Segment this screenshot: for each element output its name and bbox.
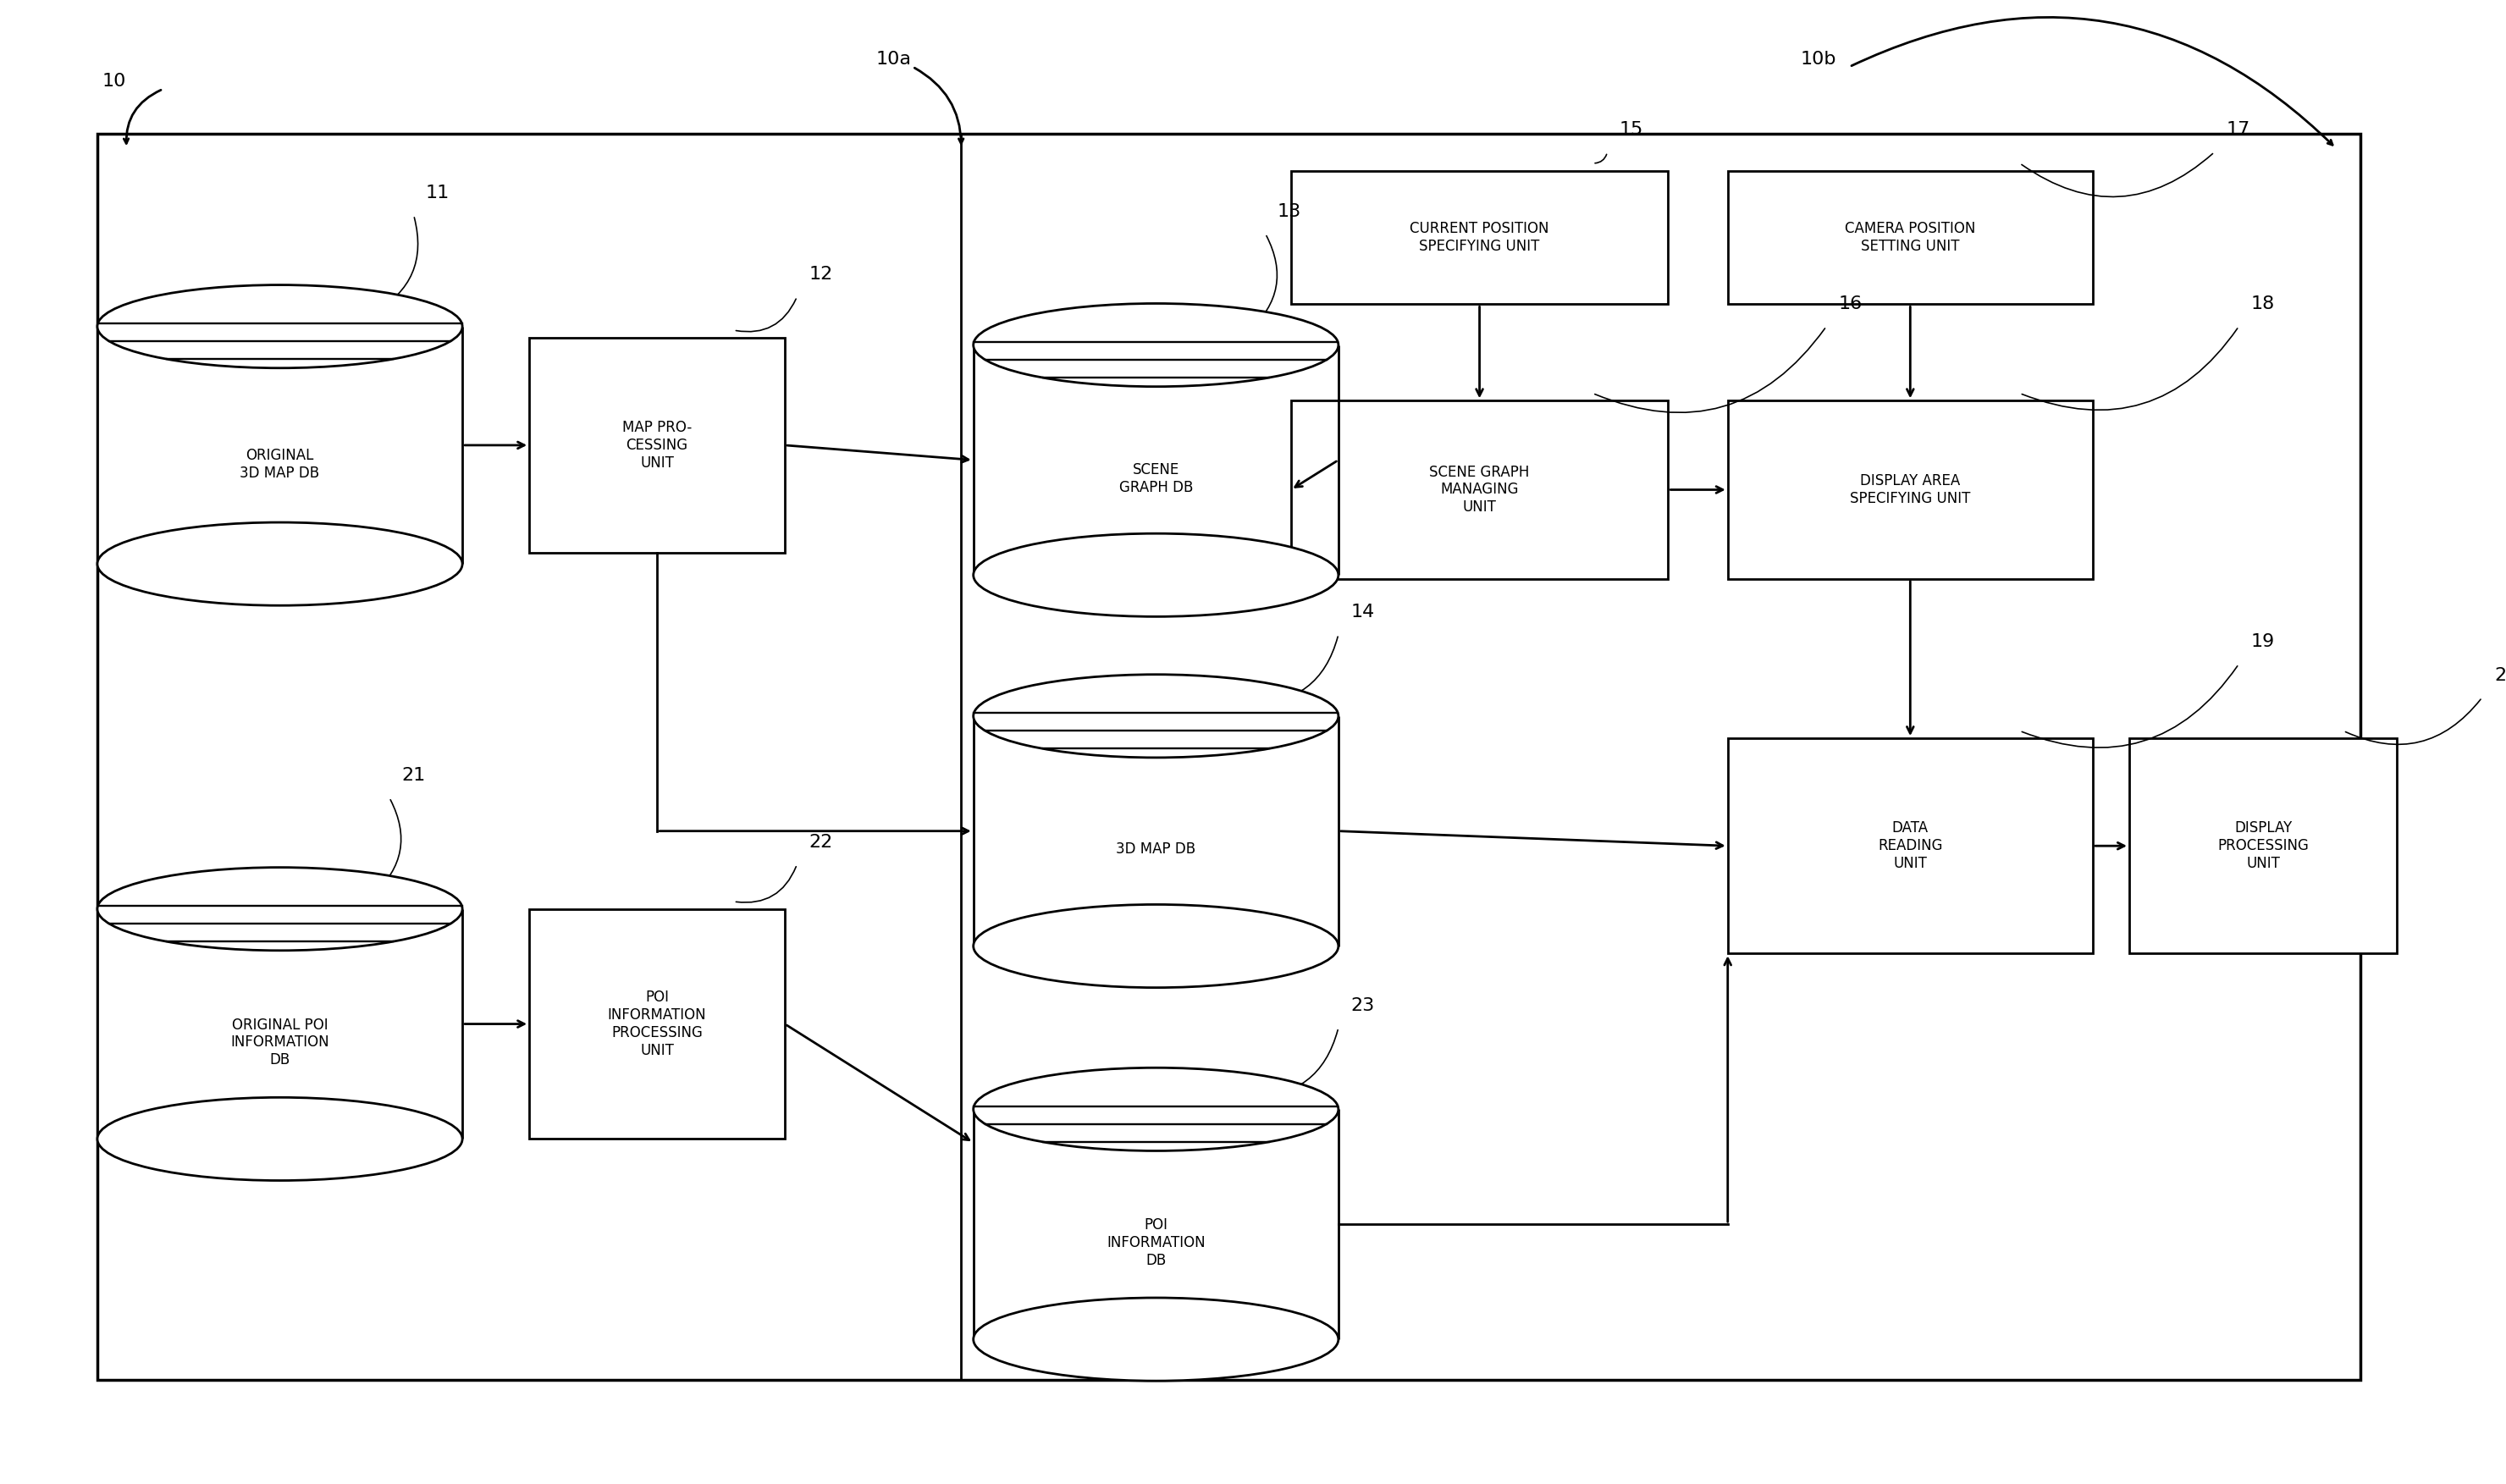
FancyBboxPatch shape — [529, 338, 784, 554]
FancyBboxPatch shape — [529, 908, 784, 1140]
Text: 23: 23 — [1351, 997, 1373, 1014]
Text: DATA
READING
UNIT: DATA READING UNIT — [1877, 821, 1942, 871]
Text: 10b: 10b — [1802, 50, 1837, 68]
FancyBboxPatch shape — [98, 908, 461, 1140]
Text: 22: 22 — [809, 834, 832, 850]
Text: 14: 14 — [1351, 604, 1373, 620]
FancyBboxPatch shape — [98, 326, 461, 564]
FancyBboxPatch shape — [1291, 171, 1669, 304]
Text: 18: 18 — [2250, 295, 2275, 313]
FancyBboxPatch shape — [972, 346, 1338, 576]
Text: DISPLAY
PROCESSING
UNIT: DISPLAY PROCESSING UNIT — [2218, 821, 2308, 871]
Text: 20: 20 — [2493, 666, 2506, 684]
Ellipse shape — [98, 522, 461, 605]
FancyBboxPatch shape — [1727, 401, 2093, 579]
Ellipse shape — [972, 534, 1338, 617]
FancyBboxPatch shape — [1291, 401, 1669, 579]
Ellipse shape — [98, 285, 461, 368]
Text: DISPLAY AREA
SPECIFYING UNIT: DISPLAY AREA SPECIFYING UNIT — [1849, 473, 1970, 506]
FancyBboxPatch shape — [98, 134, 2361, 1380]
Text: SCENE
GRAPH DB: SCENE GRAPH DB — [1118, 462, 1193, 494]
Text: 15: 15 — [1619, 122, 1644, 138]
Text: 10: 10 — [103, 73, 125, 91]
Text: 21: 21 — [401, 767, 426, 784]
Text: 12: 12 — [809, 266, 832, 283]
FancyBboxPatch shape — [2130, 739, 2396, 954]
Text: CURRENT POSITION
SPECIFYING UNIT: CURRENT POSITION SPECIFYING UNIT — [1411, 221, 1549, 254]
Text: 10a: 10a — [877, 50, 912, 68]
Ellipse shape — [972, 1297, 1338, 1380]
Ellipse shape — [972, 905, 1338, 988]
Text: POI
INFORMATION
DB: POI INFORMATION DB — [1108, 1217, 1205, 1267]
FancyBboxPatch shape — [972, 717, 1338, 947]
Ellipse shape — [98, 867, 461, 950]
Text: 19: 19 — [2250, 634, 2275, 650]
FancyBboxPatch shape — [1727, 171, 2093, 304]
Text: SCENE GRAPH
MANAGING
UNIT: SCENE GRAPH MANAGING UNIT — [1428, 464, 1529, 515]
Text: POI
INFORMATION
PROCESSING
UNIT: POI INFORMATION PROCESSING UNIT — [606, 990, 707, 1058]
Ellipse shape — [98, 1098, 461, 1181]
FancyBboxPatch shape — [972, 1110, 1338, 1339]
Text: CAMERA POSITION
SETTING UNIT: CAMERA POSITION SETTING UNIT — [1844, 221, 1975, 254]
Text: 11: 11 — [426, 184, 449, 202]
Text: 16: 16 — [1839, 295, 1862, 313]
Text: MAP PRO-
CESSING
UNIT: MAP PRO- CESSING UNIT — [621, 420, 692, 470]
Text: 3D MAP DB: 3D MAP DB — [1115, 841, 1195, 858]
FancyBboxPatch shape — [1727, 739, 2093, 954]
Text: ORIGINAL POI
INFORMATION
DB: ORIGINAL POI INFORMATION DB — [231, 1017, 328, 1067]
Ellipse shape — [972, 1068, 1338, 1152]
Text: 13: 13 — [1278, 203, 1301, 220]
Ellipse shape — [972, 675, 1338, 758]
Text: 17: 17 — [2228, 122, 2250, 138]
Text: ORIGINAL
3D MAP DB: ORIGINAL 3D MAP DB — [241, 448, 321, 481]
Ellipse shape — [972, 304, 1338, 387]
